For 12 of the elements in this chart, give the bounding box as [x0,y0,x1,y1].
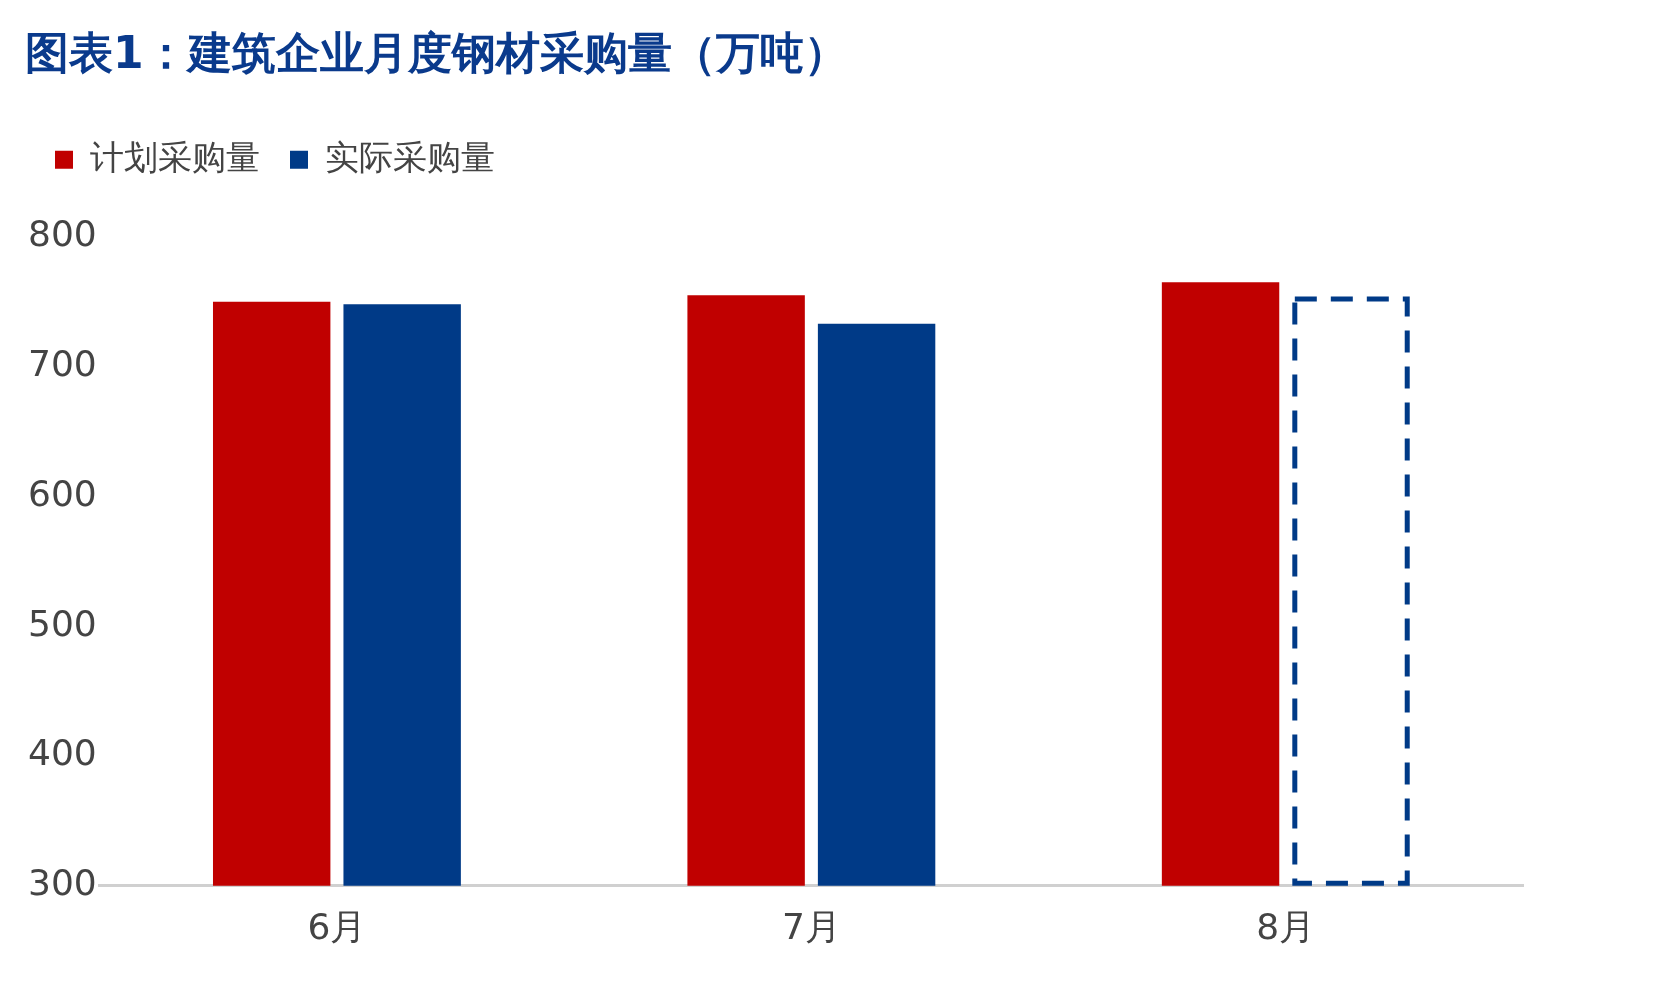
x-tick-label: 8月 [1256,905,1316,947]
chart-title: 图表1：建筑企业月度钢材采购量（万吨） [25,26,848,78]
legend-label: 实际采购量 [325,136,495,177]
y-tick-label: 300 [27,862,97,904]
y-tick-label: 600 [27,472,97,514]
y-tick-label: 700 [27,342,97,384]
x-tick-label: 6月 [307,905,367,947]
y-tick-label: 400 [27,732,97,774]
y-tick-label: 800 [27,213,97,255]
y-tick-label: 500 [27,602,97,644]
legend-label: 计划采购量 [90,136,260,177]
x-tick-label: 7月 [781,905,841,947]
